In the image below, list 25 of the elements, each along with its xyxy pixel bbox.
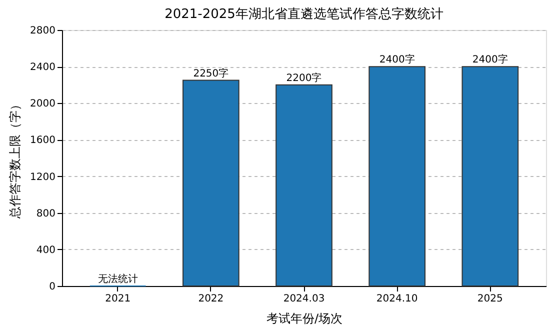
- x-axis-title: 考试年份/场次: [266, 312, 343, 326]
- bar: [276, 84, 332, 286]
- y-tick-label: 0: [49, 282, 56, 292]
- x-tick-label: 2022: [198, 294, 224, 304]
- y-tick-label: 2400: [30, 62, 56, 74]
- data-label: 2400字: [379, 54, 415, 66]
- data-label: 2400字: [472, 54, 508, 66]
- x-tick-label: 2024.10: [376, 294, 418, 304]
- data-label: 2200字: [286, 72, 322, 84]
- bar: [182, 80, 240, 286]
- y-tick-label: 800: [36, 208, 56, 220]
- bar: [462, 66, 519, 286]
- x-tick-label: 2021: [105, 294, 131, 304]
- chart-title: 2021-2025年湖北省直遴选笔试作答总字数统计: [164, 6, 444, 22]
- y-axis-title: 总作答字数上限（字）: [8, 98, 22, 220]
- x-tick-label: 2025: [477, 294, 503, 304]
- x-tick-label: 2024.03: [283, 294, 325, 304]
- y-tick-label: 2000: [30, 98, 56, 110]
- y-tick-label: 400: [36, 244, 56, 256]
- y-tick-label: 2800: [30, 26, 56, 36]
- bar: [368, 66, 426, 286]
- data-label: 2250字: [193, 67, 229, 80]
- y-tick-label: 1600: [30, 135, 56, 146]
- y-tick-label: 1200: [30, 172, 56, 183]
- data-label: 无法统计: [98, 273, 138, 285]
